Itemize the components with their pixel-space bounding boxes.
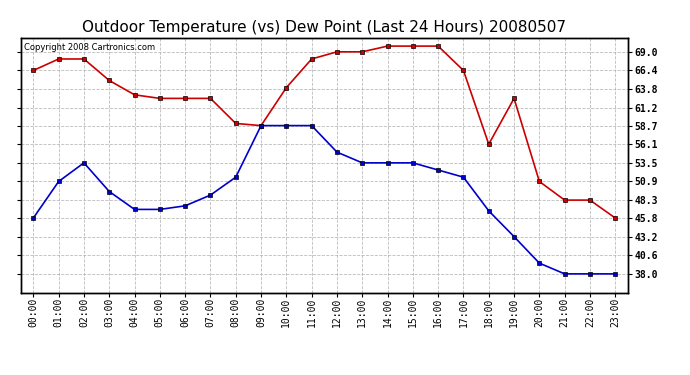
Text: Copyright 2008 Cartronics.com: Copyright 2008 Cartronics.com [23, 43, 155, 52]
Title: Outdoor Temperature (vs) Dew Point (Last 24 Hours) 20080507: Outdoor Temperature (vs) Dew Point (Last… [82, 20, 566, 35]
